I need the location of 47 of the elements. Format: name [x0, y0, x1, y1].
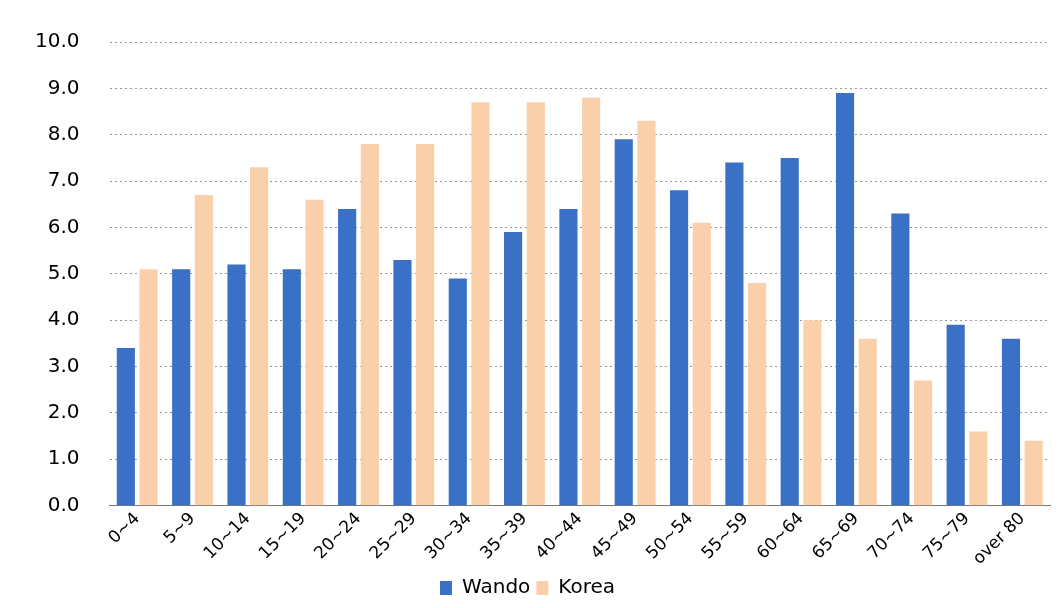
- bar: [282, 269, 301, 506]
- y-tick-label: 6.0: [47, 213, 80, 238]
- bar: [913, 380, 933, 506]
- legend-label: Korea: [558, 574, 616, 599]
- y-tick-label: 7.0: [47, 167, 80, 192]
- bar: [360, 144, 379, 506]
- bar: [858, 338, 877, 506]
- bar: [393, 259, 412, 506]
- y-tick-label: 1.0: [47, 445, 80, 470]
- bar: [692, 222, 711, 506]
- bar: [803, 320, 822, 506]
- bar: [969, 431, 988, 506]
- y-tick-label: 3.0: [47, 352, 80, 377]
- y-tick-label: 0.0: [47, 491, 80, 516]
- y-tick-label: 9.0: [47, 74, 80, 99]
- bar: [637, 120, 656, 506]
- bar: [891, 213, 910, 506]
- bar: [526, 102, 545, 506]
- bar: [725, 162, 744, 506]
- bar: [835, 93, 855, 506]
- y-tick-label: 8.0: [47, 120, 80, 145]
- bar: [338, 208, 357, 506]
- y-tick-label: 4.0: [47, 306, 80, 331]
- bar: [559, 208, 578, 506]
- bar: [172, 269, 191, 506]
- bar: [670, 190, 689, 506]
- bar: [116, 348, 135, 506]
- bar: [748, 283, 767, 506]
- bar: [416, 144, 435, 506]
- bar: [250, 167, 269, 506]
- bar: [194, 195, 213, 506]
- bar: [1024, 440, 1043, 506]
- y-tick-label: 5.0: [47, 260, 80, 285]
- bar: [504, 232, 523, 506]
- bar: [614, 139, 633, 506]
- bar: [780, 157, 799, 506]
- bar: [1001, 338, 1021, 506]
- bar: [582, 97, 601, 506]
- bar: [139, 269, 158, 506]
- bar: [946, 324, 965, 506]
- bar: [471, 102, 490, 506]
- y-tick-label: 10.0: [35, 28, 80, 53]
- legend-label: Wando: [461, 574, 531, 599]
- y-tick-label: 2.0: [47, 399, 80, 424]
- bar: [305, 199, 324, 506]
- bar: [227, 264, 246, 506]
- bar: [448, 278, 467, 506]
